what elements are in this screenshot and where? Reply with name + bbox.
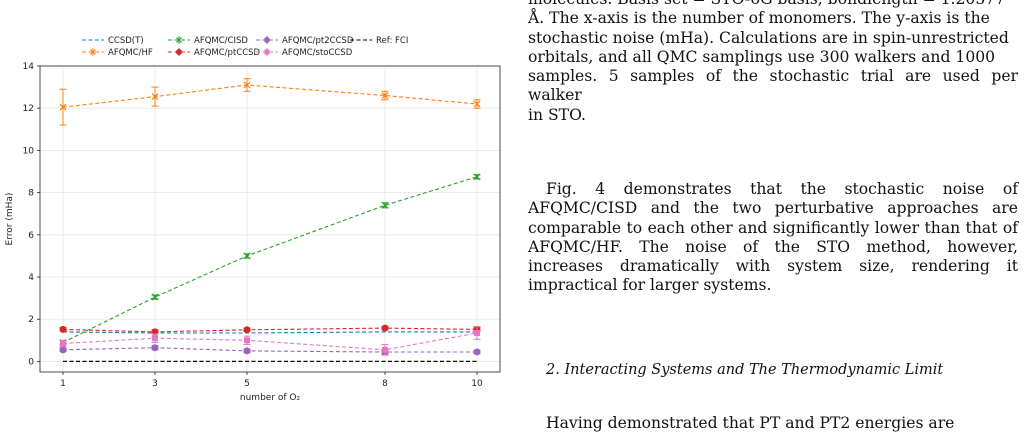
legend-item: CCSD(T) <box>82 36 144 46</box>
legend-item: AFQMC/pt2CCSD <box>256 36 354 46</box>
x-axis-label: number of O₂ <box>240 393 301 403</box>
plot-frame <box>39 65 501 373</box>
series-layer <box>59 78 481 363</box>
data-point-stroke <box>473 173 481 181</box>
chart-background <box>0 0 510 432</box>
data-point-stroke <box>243 81 251 89</box>
legend-item: AFQMC/ptCCSD <box>168 48 261 58</box>
x-tick-label: 1 <box>60 379 66 389</box>
x-tick-label: 3 <box>152 379 158 389</box>
data-point <box>59 325 67 333</box>
data-point <box>382 346 388 353</box>
series-afqmc-ptccsd <box>59 324 481 336</box>
data-point-stroke <box>243 252 251 260</box>
data-point <box>381 324 389 332</box>
legend-swatch-marker-stroke <box>176 37 182 43</box>
legend-label: CCSD(T) <box>108 36 144 46</box>
data-point <box>60 340 66 347</box>
data-point <box>151 93 159 101</box>
legend-swatch-marker <box>264 49 270 55</box>
legend-item: AFQMC/HF <box>82 48 153 58</box>
data-point <box>244 337 250 344</box>
data-point <box>474 329 480 336</box>
y-tick-label: 10 <box>23 146 35 156</box>
legend-item: AFQMC/stoCCSD <box>256 48 353 58</box>
tick-labels: 0 2 4 6 8 10 12 14 1 3 5 8 10 <box>23 62 483 389</box>
data-point-stroke <box>473 100 481 108</box>
data-point-stroke <box>381 201 389 209</box>
body-paragraph: Fig. 4 demonstrates that the stochastic … <box>528 180 1018 295</box>
legend-label: AFQMC/CISD <box>194 36 248 46</box>
data-point <box>473 173 481 181</box>
data-point <box>59 103 67 111</box>
caption-line: samples. 5 samples of the stochastic tri… <box>528 67 1018 105</box>
data-point <box>243 252 251 260</box>
y-tick-label: 2 <box>28 315 34 325</box>
data-point <box>381 92 389 99</box>
series-afqmc-stoccsd <box>59 326 481 356</box>
data-point <box>151 293 159 301</box>
data-point-stroke <box>381 92 389 99</box>
data-point-stroke <box>59 103 67 111</box>
data-point <box>473 348 481 356</box>
body-paragraph: Having demonstrated that PT and PT2 ener… <box>546 414 955 432</box>
y-tick-label: 0 <box>28 357 34 367</box>
data-point <box>243 81 251 89</box>
data-point <box>59 346 67 354</box>
legend-label: AFQMC/pt2CCSD <box>282 36 354 46</box>
legend: CCSD(T) AFQMC/CISD AFQMC/pt2CCSD Ref: FCI AF… <box>82 36 408 58</box>
legend-swatch-marker <box>176 49 182 55</box>
legend-label: AFQMC/ptCCSD <box>194 48 261 58</box>
data-point <box>243 347 251 355</box>
y-tick-label: 12 <box>23 104 34 114</box>
x-tick-label: 5 <box>244 379 250 389</box>
section-heading: 2. Interacting Systems and The Thermodyn… <box>546 362 944 378</box>
legend-swatch-marker <box>176 37 182 43</box>
data-point-stroke <box>151 293 159 301</box>
legend-label: AFQMC/stoCCSD <box>282 48 353 58</box>
y-tick-label: 14 <box>23 62 35 72</box>
y-tick-label: 8 <box>28 189 34 199</box>
x-tick-label: 8 <box>382 379 388 389</box>
data-point <box>381 201 389 209</box>
legend-swatch-marker <box>90 49 96 55</box>
caption-line: Å. The x-axis is the number of monomers.… <box>528 9 990 28</box>
data-point <box>151 344 159 352</box>
legend-label: AFQMC/HF <box>108 48 153 58</box>
data-point <box>152 335 158 342</box>
series-afqmc-hf <box>59 78 481 126</box>
caption-line: molecules. Basis set = STO-6G basis, bon… <box>528 0 1018 9</box>
legend-swatch-marker <box>264 37 270 43</box>
caption-line: stochastic noise (mHa). Calculations are… <box>528 28 1009 47</box>
legend-item: AFQMC/CISD <box>168 36 248 46</box>
data-point <box>243 326 251 334</box>
y-tick-label: 6 <box>28 231 34 241</box>
y-tick-label: 4 <box>28 273 34 283</box>
caption-line: in STO. <box>528 105 586 124</box>
legend-item: Ref: FCI <box>350 36 408 46</box>
data-point <box>473 100 481 108</box>
data-point-stroke <box>151 93 159 101</box>
error-vs-monomers-chart: CCSD(T) AFQMC/CISD AFQMC/pt2CCSD Ref: FCI AF… <box>0 0 510 432</box>
figure-caption-continued: molecules. Basis set = STO-6G basis, bon… <box>528 0 1018 125</box>
legend-swatch-marker-stroke <box>90 49 96 55</box>
x-tick-label: 10 <box>471 379 483 389</box>
y-axis-label: Error (mHa) <box>5 193 15 246</box>
legend-label: Ref: FCI <box>376 36 408 46</box>
caption-line: orbitals, and all QMC samplings use 300 … <box>528 47 996 66</box>
